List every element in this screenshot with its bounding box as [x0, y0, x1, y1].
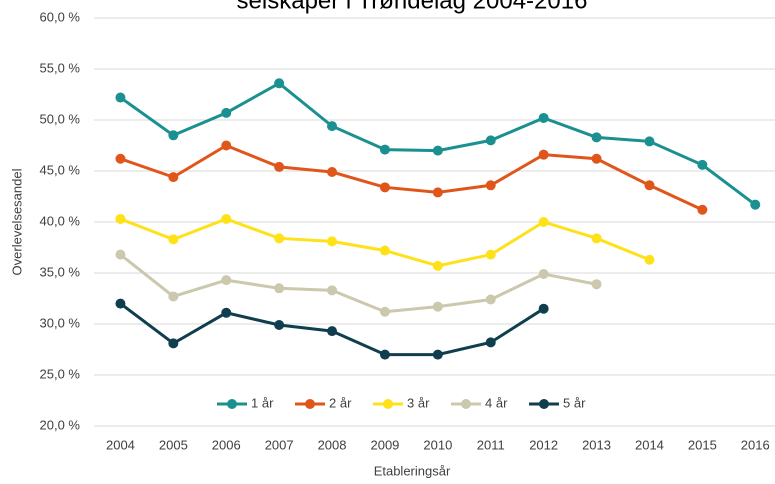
data-point: [379, 144, 390, 155]
data-point: [697, 204, 708, 215]
data-point: [168, 291, 179, 302]
legend-marker: [461, 399, 471, 409]
data-point: [485, 337, 496, 348]
data-point: [644, 180, 655, 191]
data-point: [591, 132, 602, 143]
data-point: [168, 130, 179, 141]
x-tick-label: 2005: [159, 437, 188, 452]
data-point: [432, 349, 443, 360]
data-point: [379, 306, 390, 317]
x-tick-label: 2006: [212, 437, 241, 452]
y-tick-label: 60,0 %: [40, 9, 81, 24]
x-axis-label: Etableringsår: [374, 463, 451, 478]
data-point: [379, 349, 390, 360]
data-point: [432, 187, 443, 198]
legend-marker: [305, 399, 315, 409]
data-point: [644, 136, 655, 147]
data-point: [221, 275, 232, 286]
x-tick-label: 2008: [318, 437, 347, 452]
y-axis-label: Overlevelsesandel: [9, 168, 24, 275]
data-point: [538, 303, 549, 314]
y-tick-label: 40,0 %: [40, 213, 81, 228]
x-tick-label: 2010: [423, 437, 452, 452]
data-point: [327, 167, 338, 178]
chart-title: selskaper i Trøndelag 2004-2016: [237, 0, 588, 14]
data-point: [379, 182, 390, 193]
x-tick-label: 2012: [529, 437, 558, 452]
series-line: [119, 217, 651, 268]
data-point: [327, 285, 338, 296]
legend-label: 5 år: [563, 395, 586, 410]
data-point: [221, 140, 232, 151]
data-point: [379, 245, 390, 256]
data-point: [115, 249, 126, 260]
y-tick-label: 30,0 %: [40, 315, 81, 330]
data-point: [115, 92, 126, 103]
data-point: [432, 260, 443, 271]
series-line: [119, 143, 703, 212]
series-line: [119, 81, 757, 206]
data-point: [168, 234, 179, 245]
legend-marker: [539, 399, 549, 409]
y-tick-label: 45,0 %: [40, 162, 81, 177]
data-point: [327, 326, 338, 337]
data-point: [591, 153, 602, 164]
data-point: [115, 298, 126, 309]
data-point: [327, 121, 338, 132]
data-point: [485, 249, 496, 260]
legend-label: 4 år: [485, 395, 508, 410]
y-tick-label: 25,0 %: [40, 366, 81, 381]
data-point: [168, 338, 179, 349]
data-point: [115, 153, 126, 164]
data-point: [432, 145, 443, 156]
x-tick-label: 2004: [106, 437, 135, 452]
y-tick-label: 50,0 %: [40, 111, 81, 126]
data-point: [274, 233, 285, 244]
data-point: [591, 279, 602, 290]
x-tick-label: 2014: [635, 437, 664, 452]
x-tick-label: 2015: [688, 437, 717, 452]
data-point: [697, 159, 708, 170]
data-point: [644, 254, 655, 265]
data-point: [538, 269, 549, 280]
y-tick-label: 35,0 %: [40, 264, 81, 279]
data-point: [538, 112, 549, 123]
x-tick-label: 2016: [741, 437, 770, 452]
x-tick-label: 2013: [582, 437, 611, 452]
data-point: [221, 107, 232, 118]
legend-marker: [383, 399, 393, 409]
x-tick-label: 2009: [370, 437, 399, 452]
data-point: [432, 301, 443, 312]
legend-label: 3 år: [407, 395, 430, 410]
y-tick-label: 55,0 %: [40, 60, 81, 75]
x-tick-label: 2007: [265, 437, 294, 452]
legend-label: 1 år: [251, 395, 274, 410]
data-point: [274, 161, 285, 172]
legend-marker: [227, 399, 237, 409]
data-point: [327, 236, 338, 247]
data-point: [115, 213, 126, 224]
data-point: [274, 320, 285, 331]
x-tick-label: 2011: [477, 437, 505, 452]
data-point: [221, 307, 232, 318]
series-line: [119, 253, 597, 314]
data-point: [221, 213, 232, 224]
legend-label: 2 år: [329, 395, 352, 410]
data-point: [538, 149, 549, 160]
data-point: [274, 283, 285, 294]
data-point: [591, 233, 602, 244]
data-point: [485, 180, 496, 191]
data-point: [485, 294, 496, 305]
data-point: [168, 172, 179, 183]
data-point: [538, 217, 549, 227]
data-point: [274, 78, 285, 89]
data-point: [750, 199, 761, 210]
y-tick-label: 20,0 %: [40, 417, 81, 432]
data-point: [485, 135, 496, 146]
